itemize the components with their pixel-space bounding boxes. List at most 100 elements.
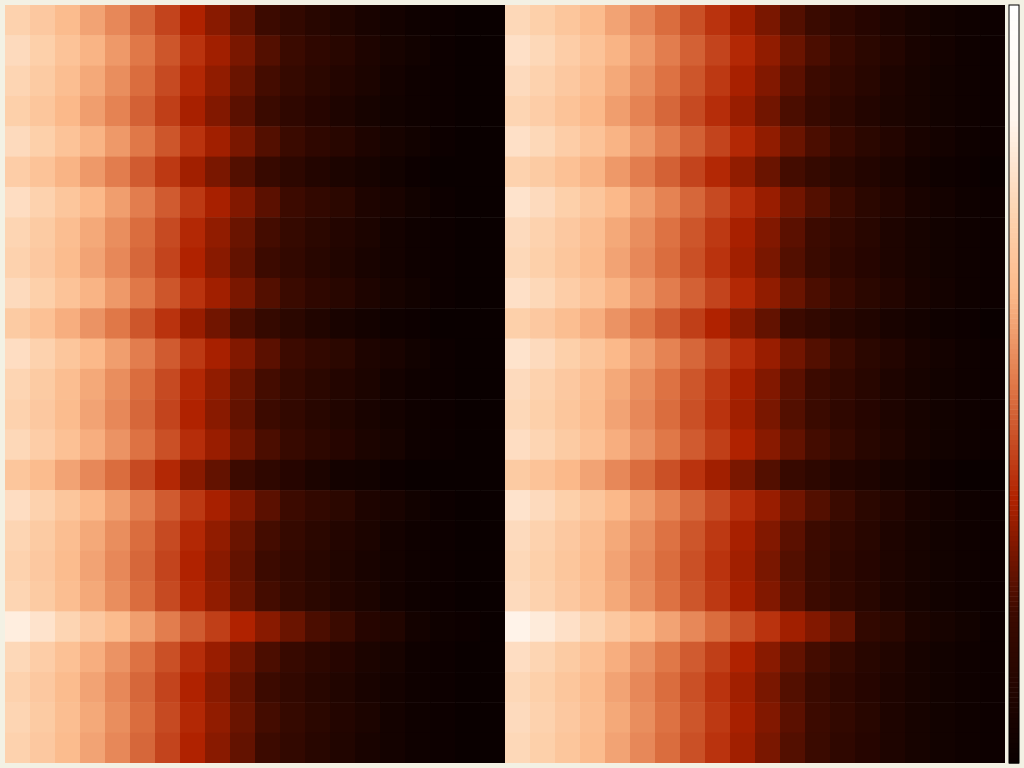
colorbar-step bbox=[1009, 662, 1019, 668]
heatmap-cell bbox=[30, 339, 56, 370]
heatmap-cell bbox=[705, 702, 731, 733]
heatmap-cell bbox=[555, 551, 581, 582]
heatmap-cell bbox=[280, 126, 306, 157]
heatmap-cell bbox=[730, 96, 756, 127]
heatmap-cell bbox=[455, 399, 481, 430]
colorbar-step bbox=[1009, 622, 1019, 628]
heatmap-cell bbox=[905, 581, 931, 612]
heatmap-cell bbox=[205, 611, 231, 642]
heatmap-cell bbox=[730, 35, 756, 66]
heatmap-cell bbox=[180, 733, 206, 763]
colorbar-step bbox=[1009, 157, 1019, 163]
heatmap-cell bbox=[780, 248, 806, 279]
colorbar-step bbox=[1009, 632, 1019, 638]
heatmap-cell bbox=[555, 126, 581, 157]
heatmap-cell bbox=[680, 278, 706, 309]
heatmap-cell bbox=[730, 460, 756, 491]
colorbar-step bbox=[1009, 525, 1019, 531]
heatmap-cell bbox=[255, 308, 281, 339]
heatmap-cell bbox=[355, 248, 381, 279]
heatmap-cell bbox=[405, 5, 431, 36]
heatmap-cell bbox=[330, 248, 356, 279]
heatmap-cell bbox=[405, 581, 431, 612]
heatmap-cell bbox=[55, 520, 81, 551]
heatmap-cell bbox=[480, 187, 505, 218]
heatmap-cell bbox=[780, 429, 806, 460]
heatmap-cell bbox=[755, 733, 781, 763]
heatmap-cell bbox=[30, 733, 56, 763]
colorbar-step bbox=[1009, 404, 1019, 410]
colorbar-step bbox=[1009, 15, 1019, 21]
colorbar-step bbox=[1009, 364, 1019, 370]
heatmap-cell bbox=[380, 460, 406, 491]
colorbar-step bbox=[1009, 217, 1019, 223]
colorbar-step bbox=[1009, 268, 1019, 274]
heatmap-cell bbox=[230, 248, 256, 279]
heatmap-cell bbox=[180, 520, 206, 551]
heatmap-cell bbox=[155, 308, 181, 339]
heatmap-cell bbox=[955, 581, 981, 612]
heatmap-cell bbox=[280, 308, 306, 339]
heatmap-cell bbox=[705, 126, 731, 157]
heatmap-cell bbox=[630, 126, 656, 157]
heatmap-cell bbox=[430, 66, 456, 97]
colorbar-step bbox=[1009, 227, 1019, 233]
heatmap-cell bbox=[380, 581, 406, 612]
colorbar-step bbox=[1009, 131, 1019, 137]
heatmap-cell bbox=[180, 308, 206, 339]
heatmap-cell bbox=[255, 490, 281, 521]
heatmap-cell bbox=[505, 157, 531, 188]
heatmap-cell bbox=[705, 66, 731, 97]
heatmap-cell bbox=[805, 157, 831, 188]
heatmap-cell bbox=[555, 187, 581, 218]
heatmap-cell bbox=[780, 581, 806, 612]
heatmap-cell bbox=[55, 66, 81, 97]
heatmap-cell bbox=[955, 490, 981, 521]
heatmap-cell bbox=[155, 429, 181, 460]
heatmap-cell bbox=[455, 248, 481, 279]
heatmap-cell bbox=[530, 429, 556, 460]
heatmap-cell bbox=[80, 733, 106, 763]
heatmap-cell bbox=[980, 672, 1005, 703]
heatmap-cell bbox=[630, 217, 656, 248]
heatmap-cell bbox=[580, 702, 606, 733]
heatmap-cell bbox=[55, 460, 81, 491]
heatmap-cell bbox=[80, 369, 106, 400]
heatmap-cell bbox=[780, 339, 806, 370]
heatmap-cell bbox=[605, 217, 631, 248]
heatmap-cell bbox=[680, 157, 706, 188]
heatmap-cell bbox=[730, 702, 756, 733]
heatmap-cell bbox=[730, 399, 756, 430]
heatmap-cell bbox=[705, 96, 731, 127]
heatmap-cell bbox=[555, 66, 581, 97]
heatmap-cell bbox=[530, 551, 556, 582]
heatmap-cell bbox=[830, 369, 856, 400]
colorbar-step bbox=[1009, 359, 1019, 365]
colorbar-step bbox=[1009, 152, 1019, 158]
heatmap-cell bbox=[280, 520, 306, 551]
heatmap-cell bbox=[855, 672, 881, 703]
heatmap-cell bbox=[455, 187, 481, 218]
heatmap-cell bbox=[130, 672, 156, 703]
heatmap-cell bbox=[780, 308, 806, 339]
heatmap-cell bbox=[880, 399, 906, 430]
heatmap-cell bbox=[955, 399, 981, 430]
heatmap-cell bbox=[905, 429, 931, 460]
heatmap-cell bbox=[255, 460, 281, 491]
heatmap-cell bbox=[405, 248, 431, 279]
heatmap-cell bbox=[980, 96, 1005, 127]
heatmap-cell bbox=[80, 5, 106, 36]
colorbar-step bbox=[1009, 369, 1019, 375]
heatmap-cell bbox=[705, 642, 731, 673]
heatmap-cell bbox=[680, 248, 706, 279]
heatmap-cell bbox=[655, 217, 681, 248]
heatmap-cell bbox=[980, 702, 1005, 733]
heatmap-cell bbox=[780, 66, 806, 97]
heatmap-cell bbox=[980, 126, 1005, 157]
heatmap-cell bbox=[405, 339, 431, 370]
heatmap-cell bbox=[330, 96, 356, 127]
heatmap-cell bbox=[430, 157, 456, 188]
heatmap-cell bbox=[330, 581, 356, 612]
heatmap-cell bbox=[155, 460, 181, 491]
heatmap-cell bbox=[355, 551, 381, 582]
